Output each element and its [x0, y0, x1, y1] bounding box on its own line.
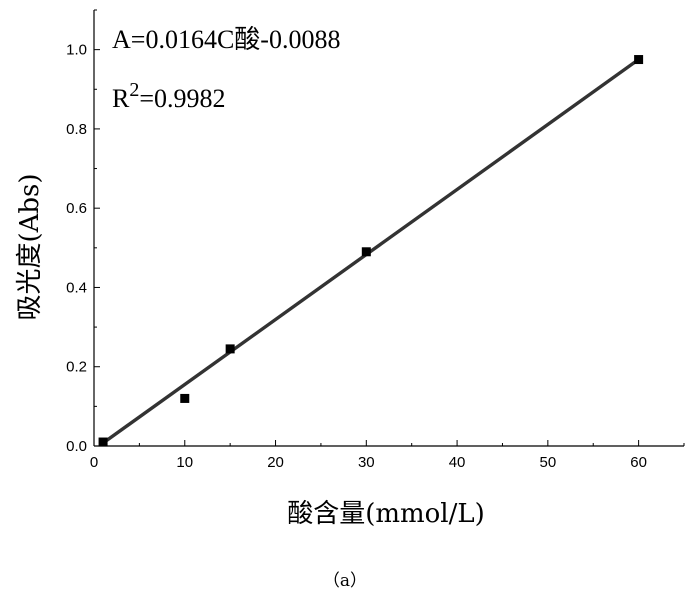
y-tick-label: 1.0 — [66, 42, 87, 59]
y-tick-label: 0.6 — [66, 200, 87, 217]
axes-frame — [94, 10, 684, 446]
y-tick-label: 0.4 — [66, 279, 87, 296]
y-tick-label: 0.0 — [66, 438, 87, 455]
y-axis-title: 吸光度(Abs) — [15, 173, 45, 320]
fit-line-group — [103, 59, 639, 443]
x-tick-label: 10 — [176, 454, 193, 471]
r-squared-label: R2=0.9982 — [112, 79, 226, 113]
y-axis-ticks: 0.0 0.2 0.4 0.6 0.8 1.0 — [66, 10, 100, 455]
figure-caption: （a） — [323, 571, 367, 591]
y-tick-label: 0.2 — [66, 359, 87, 376]
x-tick-label: 40 — [449, 454, 466, 471]
x-tick-label: 30 — [358, 454, 375, 471]
regression-equation: A=0.0164C酸-0.0088 — [112, 25, 340, 54]
x-tick-label: 50 — [540, 454, 557, 471]
data-point — [99, 438, 108, 447]
x-tick-label: 0 — [90, 454, 98, 471]
y-tick-label: 0.8 — [66, 121, 87, 138]
x-axis-ticks: 0 10 20 30 40 50 60 — [90, 440, 684, 471]
data-point — [362, 247, 371, 256]
x-tick-label: 60 — [630, 454, 647, 471]
x-tick-label: 20 — [267, 454, 284, 471]
data-point — [180, 394, 189, 403]
regression-line — [103, 59, 639, 443]
data-point — [634, 55, 643, 64]
data-point — [226, 344, 235, 353]
x-axis-title: 酸含量(mmol/L) — [287, 499, 485, 529]
